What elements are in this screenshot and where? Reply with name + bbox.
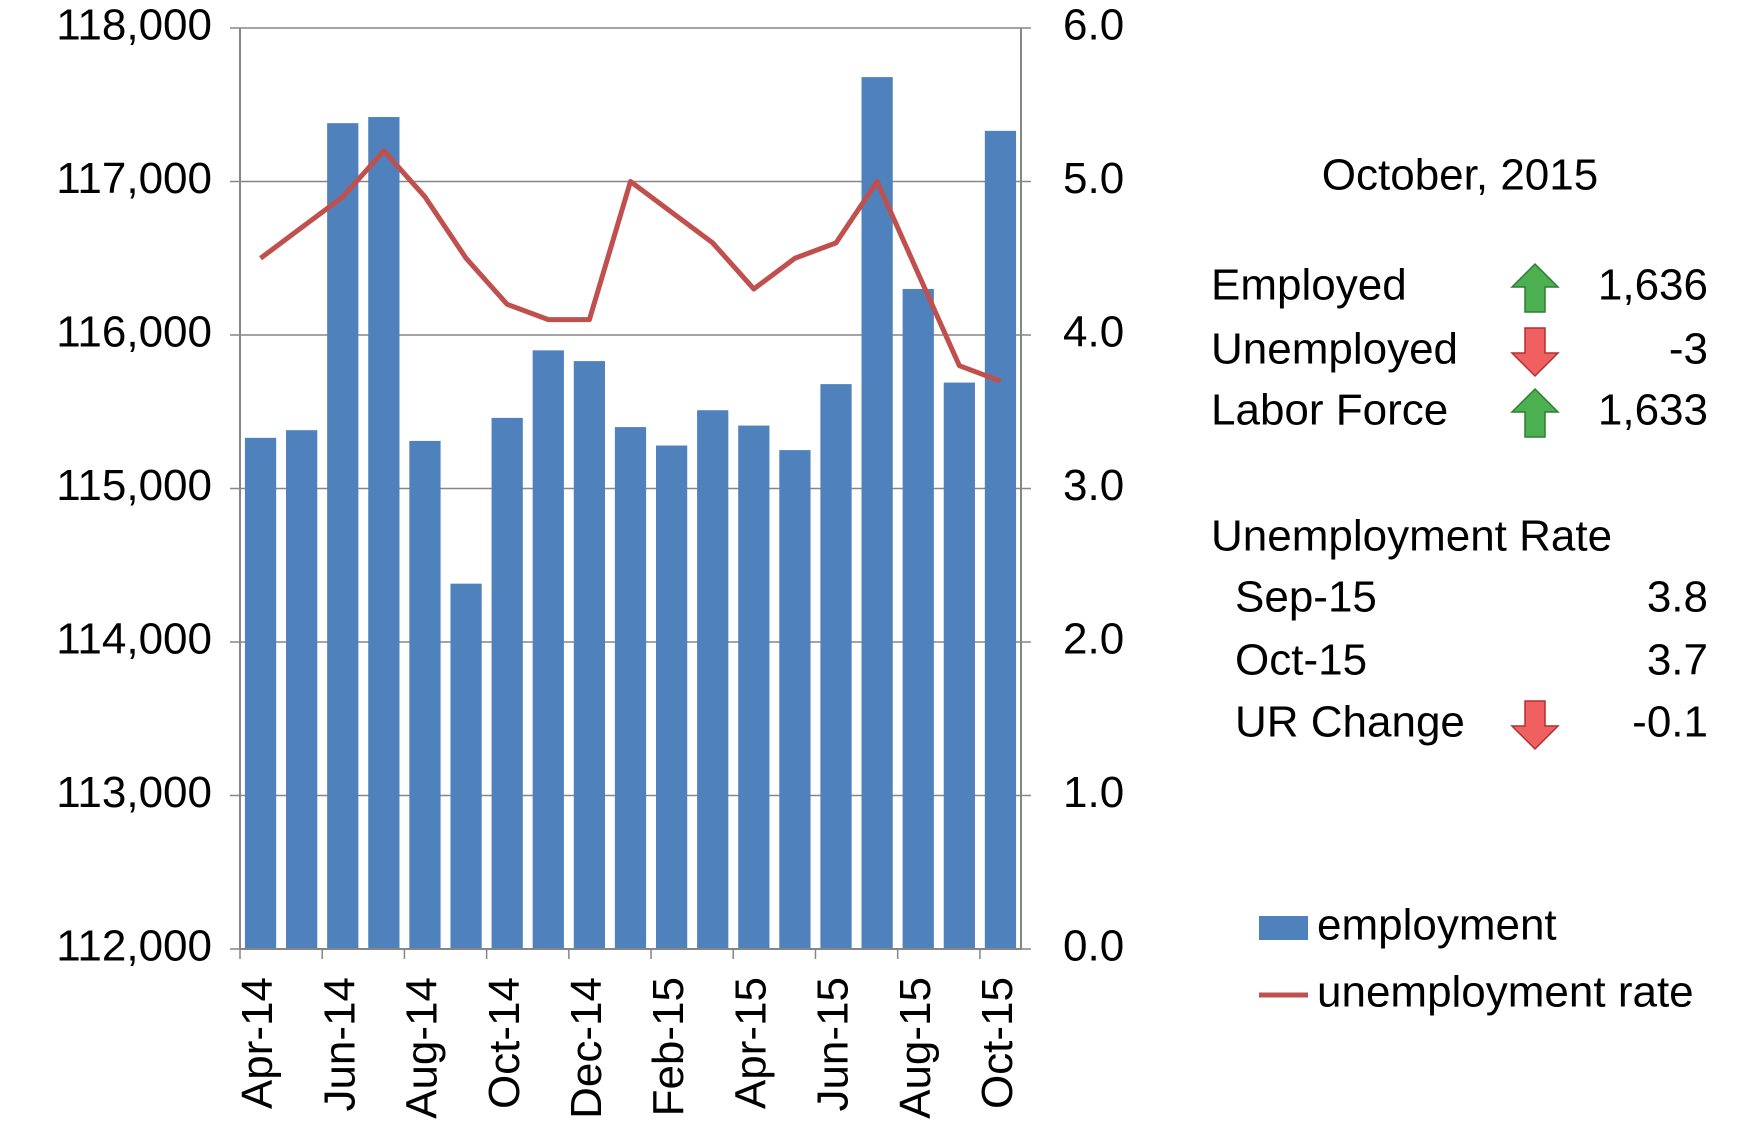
legend-label: employment <box>1317 901 1557 950</box>
legend-swatch <box>1259 916 1308 940</box>
y-tick-label: 112,000 <box>56 922 212 971</box>
y2-tick-label: 2.0 <box>1063 615 1124 664</box>
panel-value: 3.8 <box>1647 573 1708 622</box>
up-arrow <box>1510 262 1560 313</box>
panel-value: -3 <box>1669 325 1708 374</box>
x-tick-label: Jun-14 <box>315 977 364 1112</box>
line <box>259 148 1002 384</box>
panel-label: UR Change <box>1235 698 1465 747</box>
bar <box>738 425 770 949</box>
x-tick-label: Oct-15 <box>973 977 1022 1109</box>
panel-label: Employed <box>1211 261 1407 310</box>
bar <box>573 361 606 950</box>
x-tick-label: Feb-15 <box>644 977 693 1116</box>
panel-value: 1,636 <box>1598 261 1708 310</box>
y-tick-label: 114,000 <box>56 615 212 664</box>
x-tick-label: Oct-14 <box>480 977 529 1109</box>
legend-label: unemployment rate <box>1317 968 1694 1017</box>
bar <box>450 583 482 949</box>
y-tick-label: 117,000 <box>56 154 212 203</box>
down-arrow <box>1510 327 1560 378</box>
bar <box>984 130 1017 950</box>
panel-date: October, 2015 <box>1322 151 1598 200</box>
y2-tick-label: 4.0 <box>1063 308 1124 357</box>
bar <box>820 384 852 949</box>
x-tick-label: Aug-15 <box>891 977 940 1119</box>
panel-value: 1,633 <box>1598 386 1708 435</box>
x-tick-label: Aug-14 <box>398 977 447 1119</box>
y-tick-label: 113,000 <box>56 768 212 817</box>
panel-label: Unemployed <box>1211 325 1458 374</box>
bar <box>614 427 647 950</box>
panel-label: Labor Force <box>1211 386 1448 435</box>
panel-label: Oct-15 <box>1235 636 1367 685</box>
panel-subtitle: Unemployment Rate <box>1211 512 1612 561</box>
bar <box>861 77 893 950</box>
bar <box>532 350 564 950</box>
panel-label: Sep-15 <box>1235 573 1377 622</box>
bar <box>368 117 400 949</box>
bar <box>697 410 729 950</box>
x-tick-label: Apr-15 <box>726 977 775 1109</box>
x-tick-label: Apr-14 <box>233 977 282 1109</box>
y-tick-label: 115,000 <box>56 461 212 510</box>
down-arrow <box>1510 700 1560 751</box>
y2-tick-label: 1.0 <box>1063 768 1124 817</box>
bar <box>491 417 523 949</box>
up-arrow <box>1510 387 1560 438</box>
bar <box>655 445 688 949</box>
y-tick-label: 116,000 <box>56 308 212 357</box>
bar <box>327 123 359 950</box>
bar <box>779 450 811 949</box>
bar <box>943 382 975 950</box>
bar <box>244 437 277 949</box>
y2-tick-label: 6.0 <box>1063 1 1124 50</box>
bar <box>286 430 318 949</box>
panel-value: 3.7 <box>1647 636 1708 685</box>
bar <box>902 288 934 949</box>
y-tick-label: 118,000 <box>56 1 212 50</box>
y2-tick-label: 5.0 <box>1063 154 1124 203</box>
bar <box>409 440 441 949</box>
x-tick-label: Dec-14 <box>562 977 611 1119</box>
panel-value: -0.1 <box>1632 698 1708 747</box>
y2-tick-label: 0.0 <box>1063 922 1124 971</box>
y2-tick-label: 3.0 <box>1063 461 1124 510</box>
x-tick-label: Jun-15 <box>809 977 858 1112</box>
